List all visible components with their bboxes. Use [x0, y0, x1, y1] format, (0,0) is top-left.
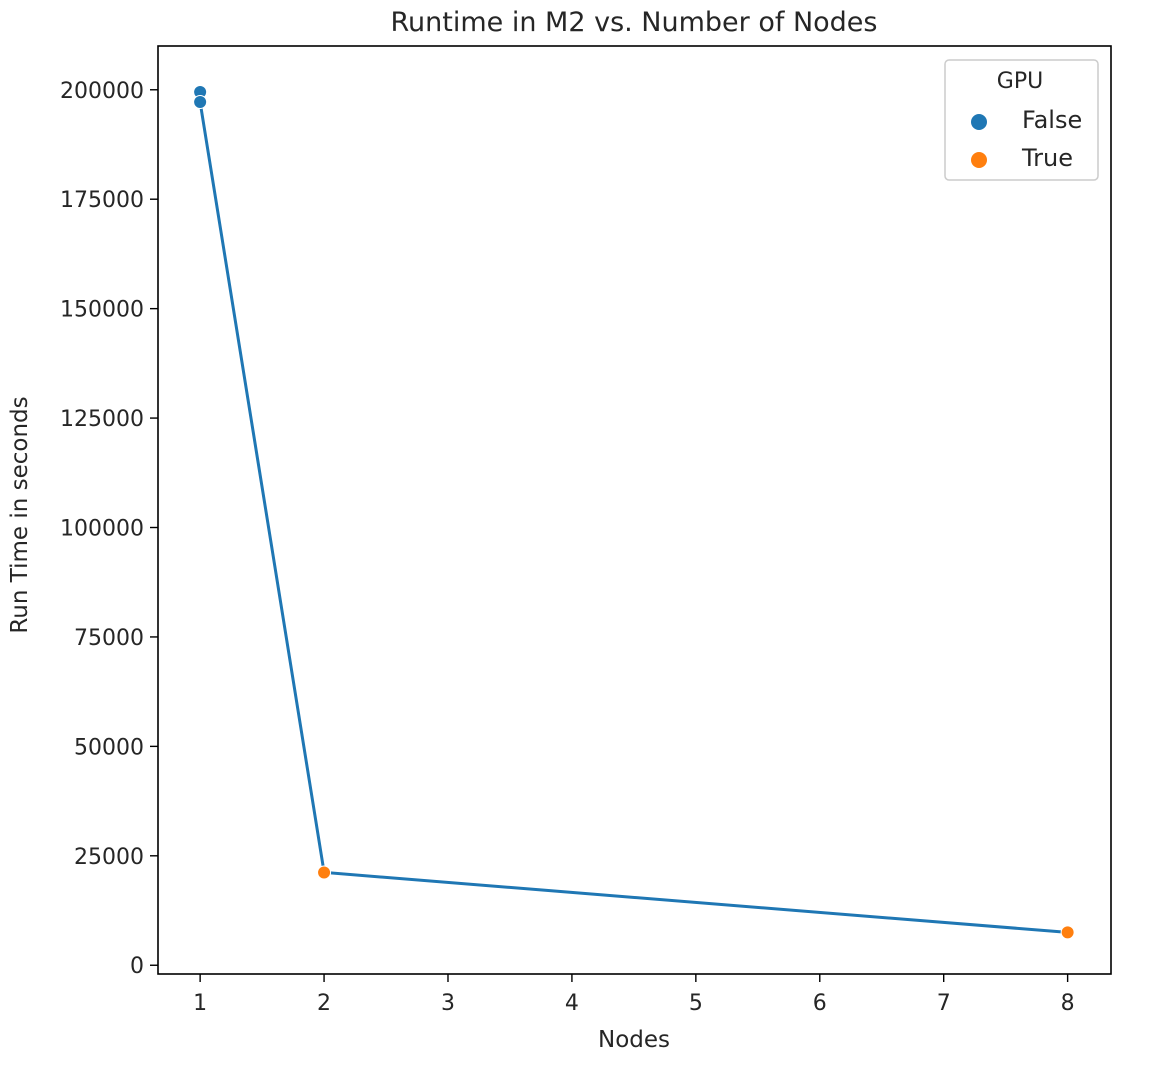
data-point-true-1: [1060, 925, 1075, 940]
y-tick-label: 50000: [74, 735, 144, 760]
legend: GPU False True: [944, 59, 1099, 181]
legend-frame: [944, 59, 1099, 181]
y-tick-label: 125000: [60, 407, 144, 432]
y-tick-label: 75000: [74, 626, 144, 651]
legend-title: GPU: [997, 69, 1043, 94]
data-point-false-1: [193, 95, 208, 110]
y-axis-title: Run Time in seconds: [7, 396, 33, 633]
y-tick-label: 100000: [60, 517, 144, 542]
trend-line: [198, 101, 1068, 934]
plot-area: [193, 84, 1075, 940]
x-axis-title: Nodes: [598, 1027, 670, 1053]
legend-marker-true: [971, 152, 987, 168]
x-tick-label: 6: [813, 991, 827, 1016]
axes: 1 2 3 4 5 6 7 8 0 25000 50000 75000 100000 125000 1500…: [60, 45, 1112, 1016]
x-tick-label: 7: [937, 991, 951, 1016]
axes-frame: [157, 45, 1112, 975]
y-tick-label: 0: [130, 954, 144, 979]
x-tick-label: 1: [193, 991, 207, 1016]
x-tick-label: 5: [689, 991, 703, 1016]
legend-label-false: False: [1022, 106, 1082, 134]
y-tick-label: 25000: [74, 845, 144, 870]
data-point-true-0: [317, 865, 332, 880]
x-tick-label: 8: [1061, 991, 1075, 1016]
x-tick-label: 2: [317, 991, 331, 1016]
y-tick-label: 175000: [60, 188, 144, 213]
chart-title: Runtime in M2 vs. Number of Nodes: [390, 7, 877, 38]
y-tick-label: 150000: [60, 298, 144, 323]
y-tick-label: 200000: [60, 79, 144, 104]
legend-label-true: True: [1021, 144, 1073, 172]
x-tick-label: 4: [565, 991, 579, 1016]
x-tick-label: 3: [441, 991, 455, 1016]
legend-marker-false: [971, 114, 987, 130]
